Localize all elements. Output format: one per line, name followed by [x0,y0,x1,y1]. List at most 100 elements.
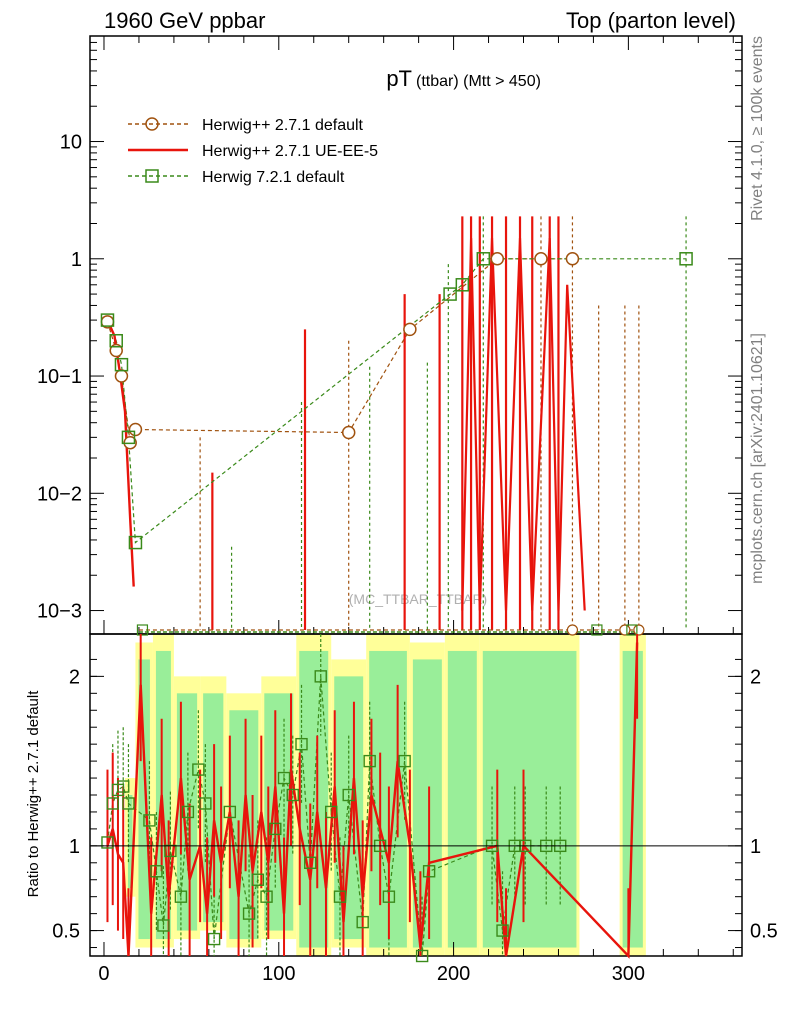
legend-label-2: Herwig++ 2.7.1 UE-EE-5 [202,143,378,160]
side-rivet-label: Rivet 4.1.0, ≥ 100k events [749,36,766,221]
s1-marker-1 [109,343,123,358]
ratio-s3-marker-32 [415,949,429,963]
s3-marker-5 [443,287,457,301]
legend-entry-3: Herwig 7.2.1 default [128,169,345,186]
x-tick-label-0: 0 [98,963,109,985]
main-y-tick-label-0: 10 [60,132,82,154]
ratio-s3-marker-15 [242,907,256,920]
ratio-s3-marker-0 [101,836,114,849]
plot-title: pT (ttbar) (Mtt > 450) [386,66,541,91]
ratio-y-label: Ratio to Herwig++ 2.7.1 default [25,690,42,898]
s3-marker-0 [100,313,115,327]
main-y-tick-label-3: 10−2 [37,483,82,505]
legend-label-3: Herwig 7.2.1 default [202,169,345,186]
band-green-0 [127,795,133,889]
s3-marker-8 [679,252,693,266]
ratio-bands [124,634,646,956]
s2-zigzag [461,238,586,611]
s1-marker-8 [534,252,548,266]
s1-line [106,258,573,443]
ratio-s3-marker-31 [398,754,411,768]
ratio-y-tick-label-right-2: 0.5 [750,921,778,943]
ratio-s2-line [106,642,639,959]
s3-floor-marker-2 [626,624,638,636]
s1-marker-4 [128,422,143,437]
ratio-s3-marker-26 [342,788,355,802]
ratio-y-tick-label-0: 2 [69,666,80,688]
s1-marker-5 [341,425,356,440]
s2-line [106,319,135,587]
ratio-s3-marker-19 [277,771,291,785]
ratio-s3-marker-18 [269,822,282,836]
s1-marker-6 [403,322,417,337]
ratio-s3-line [106,676,561,957]
x-tick-label-2: 200 [437,963,470,985]
ratio-s3-marker-11 [192,763,205,776]
ratio-s3-marker-28 [363,754,376,768]
ratio-s3-marker-4 [122,797,135,810]
ratio-s3-marker-35 [496,924,509,937]
ratio-s3-marker-14 [223,805,237,819]
s3-marker-3 [121,430,136,445]
legend: Herwig++ 2.7.1 default Herwig++ 2.7.1 UE… [128,117,378,186]
side-site-label: mcplots.cern.ch [arXiv:2401.10621] [749,333,766,584]
main-y-tick-label-4: 10−3 [37,601,82,623]
ratio-s3-marker-33 [422,865,436,878]
ratio-s3-marker-24 [325,805,338,819]
ratio-y-tick-label-1: 1 [69,836,80,858]
band-green-12 [482,650,577,948]
title-main: pT [386,66,412,91]
ratio-s3-marker-25 [333,890,347,903]
ratio-s3-marker-6 [150,865,163,878]
s3-marker-4 [128,535,143,550]
ratio-s3-marker-27 [356,915,369,929]
ratio-s3-marker-22 [304,856,317,869]
s3-line [106,258,687,544]
ratio-s3-marker-7 [157,919,170,932]
ratio-s3-marker-5 [143,814,156,827]
s1-floor-marker-2 [633,624,645,636]
s3-floor-marker-1 [591,624,603,636]
ratio-s3-marker-30 [382,890,396,903]
ratio-s3-marker-3 [117,780,130,793]
main-y-axis: 10 1 10−1 10−2 10−3 [37,41,742,623]
x-tick-label-1: 100 [262,963,295,985]
main-series [100,216,693,636]
ratio-y-axis: 2 2 1 1 0.5 0.5 [52,658,778,949]
s3-floor-marker-0 [136,624,149,636]
ratio-s3-marker-13 [207,932,221,946]
legend-label-1: Herwig++ 2.7.1 default [202,117,364,134]
ratio-s3-marker-9 [174,890,188,903]
legend-entry-2: Herwig++ 2.7.1 UE-EE-5 [128,143,378,160]
s1-floor-marker-0 [566,624,579,636]
s3-marker-2 [114,357,129,372]
s3-marker-1 [109,333,123,348]
main-y-tick-label-2: 10−1 [37,366,82,388]
ratio-s3-marker-16 [251,873,265,886]
s1-marker-2 [114,369,129,383]
header-right: Top (parton level) [566,8,736,33]
s1-marker-9 [565,252,580,266]
ratio-s3-marker-23 [314,670,327,683]
s1-marker-7 [490,252,505,266]
title-sub: (ttbar) (Mtt > 450) [416,73,541,90]
main-y-tick-label-1: 1 [71,249,82,271]
legend-entry-1: Herwig++ 2.7.1 default [128,117,364,134]
main-panel-frame [89,35,743,635]
ratio-s3-marker-1 [106,797,119,810]
s3-marker-6 [455,278,470,292]
analysis-watermark: (MC_TTBAR_TTBAR) [349,591,487,607]
ratio-y-tick-label-2: 0.5 [52,921,80,943]
x-tick-label-3: 300 [612,963,645,985]
ratio-s3-marker-12 [199,797,212,810]
band-green-11 [447,650,477,948]
ratio-s3-marker-21 [295,737,308,751]
s1-floor-marker-1 [619,624,631,636]
ratio-s3-marker-17 [260,890,273,903]
ratio-y-tick-label-right-0: 2 [750,666,761,688]
header-left: 1960 GeV ppbar [104,8,265,33]
s3-marker-7 [476,252,491,266]
ratio-y-tick-label-right-1: 1 [750,836,761,858]
ratio-s3-marker-10 [181,805,195,819]
